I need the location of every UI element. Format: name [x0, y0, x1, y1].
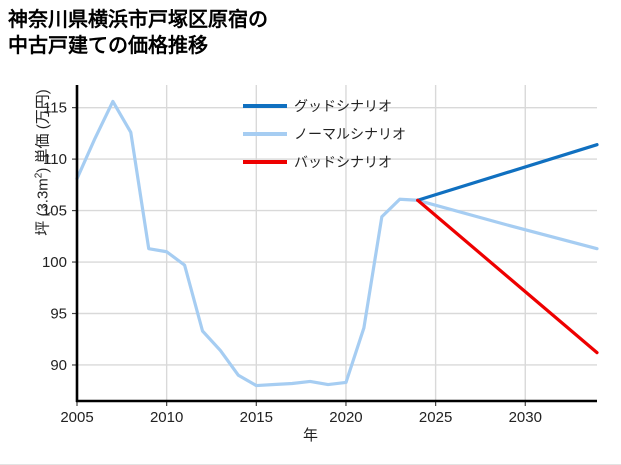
- y-tick-label: 105: [42, 203, 67, 220]
- y-tick-label: 115: [43, 100, 67, 117]
- y-tick-label: 95: [50, 306, 67, 323]
- series-line-2: [416, 198, 599, 355]
- x-tick-label: 2010: [150, 409, 183, 426]
- x-tick-labels: 2005 2010 2015 2020 2025 2030: [60, 409, 542, 426]
- y-tick-labels: 90 95 100 105 110 115: [42, 100, 67, 374]
- series-line-1: [75, 99, 599, 388]
- x-tick-label: 2030: [509, 409, 542, 426]
- y-tick-label: 110: [43, 151, 67, 168]
- x-tick-label: 2020: [329, 409, 362, 426]
- x-tick-label: 2015: [240, 409, 273, 426]
- legend-swatch-good: [243, 104, 287, 108]
- x-tick-label: 2005: [60, 409, 93, 426]
- y-tick-label: 90: [50, 357, 67, 374]
- series-line-0: [416, 143, 599, 202]
- series-lines: [75, 99, 599, 388]
- x-axis-label: 年: [302, 427, 318, 444]
- legend-label-good: グッドシナリオ: [294, 98, 392, 114]
- legend-label-normal: ノーマルシナリオ: [294, 126, 406, 142]
- legend-swatch-normal: [243, 132, 287, 136]
- y-tick-label: 100: [42, 254, 67, 271]
- x-tick-label: 2025: [419, 409, 452, 426]
- chart-title: 神奈川県横浜市戸塚区原宿の 中古戸建ての価格推移: [8, 9, 268, 58]
- legend-swatch-bad: [243, 160, 287, 164]
- legend-label-bad: バッドシナリオ: [294, 154, 392, 170]
